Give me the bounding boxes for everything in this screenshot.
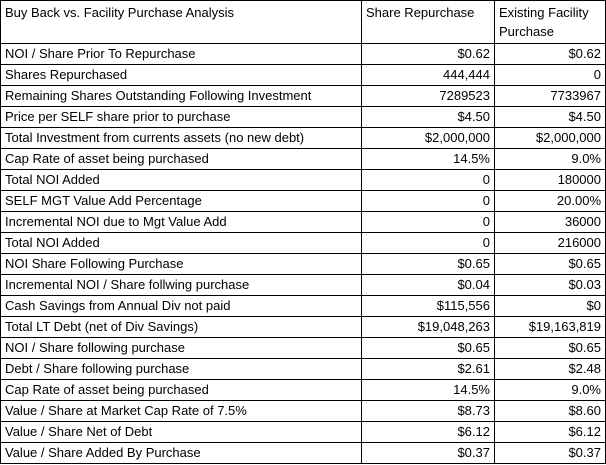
row-label-cell[interactable]: Incremental NOI due to Mgt Value Add xyxy=(0,211,362,233)
facility-purchase-value-cell[interactable]: 180000 xyxy=(494,169,606,191)
table-body: NOI / Share Prior To Repurchase $0.62 $0.6… xyxy=(0,43,606,464)
row-label-cell[interactable]: Debt / Share following purchase xyxy=(0,358,362,380)
facility-purchase-value-cell[interactable]: $0 xyxy=(494,295,606,317)
facility-purchase-value-cell[interactable]: $8.60 xyxy=(494,400,606,422)
table-row: Total NOI Added 0 180000 xyxy=(0,169,606,191)
table-title[interactable]: Buy Back vs. Facility Purchase Analysis xyxy=(0,0,362,44)
share-repurchase-value-cell[interactable]: $0.62 xyxy=(361,43,495,65)
share-repurchase-value-cell[interactable]: 14.5% xyxy=(361,379,495,401)
facility-purchase-value-cell[interactable]: $0.62 xyxy=(494,43,606,65)
share-repurchase-value-cell[interactable]: $6.12 xyxy=(361,421,495,443)
row-label-cell[interactable]: NOI / Share Prior To Repurchase xyxy=(0,43,362,65)
table-row: Value / Share at Market Cap Rate of 7.5%… xyxy=(0,400,606,422)
table-row: NOI / Share following purchase $0.65 $0.65 xyxy=(0,337,606,359)
facility-purchase-value-cell[interactable]: 9.0% xyxy=(494,148,606,170)
table-row: Remaining Shares Outstanding Following I… xyxy=(0,85,606,107)
table-row: Cap Rate of asset being purchased 14.5% 9.… xyxy=(0,379,606,401)
table-row: Shares Repurchased 444,444 0 xyxy=(0,64,606,86)
row-label-cell[interactable]: NOI / Share following purchase xyxy=(0,337,362,359)
table-row: Cash Savings from Annual Div not paid $11… xyxy=(0,295,606,317)
facility-purchase-value-cell[interactable]: $4.50 xyxy=(494,106,606,128)
share-repurchase-value-cell[interactable]: $19,048,263 xyxy=(361,316,495,338)
row-label-cell[interactable]: Value / Share at Market Cap Rate of 7.5% xyxy=(0,400,362,422)
facility-purchase-value-cell[interactable]: 36000 xyxy=(494,211,606,233)
facility-purchase-value-cell[interactable]: $0.03 xyxy=(494,274,606,296)
header-row: Buy Back vs. Facility Purchase Analysis … xyxy=(0,0,606,44)
share-repurchase-value-cell[interactable]: $0.37 xyxy=(361,442,495,464)
facility-purchase-value-cell[interactable]: $6.12 xyxy=(494,421,606,443)
share-repurchase-value-cell[interactable]: 0 xyxy=(361,232,495,254)
facility-purchase-value-cell[interactable]: $2.48 xyxy=(494,358,606,380)
column-header-existing-facility-purchase[interactable]: Existing Facility Purchase xyxy=(494,0,606,44)
row-label-cell[interactable]: Total NOI Added xyxy=(0,232,362,254)
share-repurchase-value-cell[interactable]: $2.61 xyxy=(361,358,495,380)
facility-purchase-value-cell[interactable]: 20.00% xyxy=(494,190,606,212)
share-repurchase-value-cell[interactable]: $0.65 xyxy=(361,253,495,275)
share-repurchase-value-cell[interactable]: 0 xyxy=(361,190,495,212)
column-header-share-repurchase[interactable]: Share Repurchase xyxy=(361,0,495,44)
row-label-cell[interactable]: Cash Savings from Annual Div not paid xyxy=(0,295,362,317)
table-row: NOI / Share Prior To Repurchase $0.62 $0.6… xyxy=(0,43,606,65)
table-row: Incremental NOI / Share follwing purchas… xyxy=(0,274,606,296)
row-label-cell[interactable]: Cap Rate of asset being purchased xyxy=(0,379,362,401)
table-row: Value / Share Added By Purchase $0.37 $0.3… xyxy=(0,442,606,464)
row-label-cell[interactable]: Value / Share Net of Debt xyxy=(0,421,362,443)
table-row: Total LT Debt (net of Div Savings) $19,04… xyxy=(0,316,606,338)
row-label-cell[interactable]: Incremental NOI / Share follwing purchas… xyxy=(0,274,362,296)
row-label-cell[interactable]: NOI Share Following Purchase xyxy=(0,253,362,275)
row-label-cell[interactable]: SELF MGT Value Add Percentage xyxy=(0,190,362,212)
table-row: Total Investment from currents assets (n… xyxy=(0,127,606,149)
row-label-cell[interactable]: Price per SELF share prior to purchase xyxy=(0,106,362,128)
facility-purchase-value-cell[interactable]: 7733967 xyxy=(494,85,606,107)
facility-purchase-value-cell[interactable]: $0.37 xyxy=(494,442,606,464)
table-row: Incremental NOI due to Mgt Value Add 0 360… xyxy=(0,211,606,233)
share-repurchase-value-cell[interactable]: $0.65 xyxy=(361,337,495,359)
facility-purchase-value-cell[interactable]: 9.0% xyxy=(494,379,606,401)
row-label-cell[interactable]: Remaining Shares Outstanding Following I… xyxy=(0,85,362,107)
table-row: Value / Share Net of Debt $6.12 $6.12 xyxy=(0,421,606,443)
share-repurchase-value-cell[interactable]: $4.50 xyxy=(361,106,495,128)
row-label-cell[interactable]: Value / Share Added By Purchase xyxy=(0,442,362,464)
table-row: Total NOI Added 0 216000 xyxy=(0,232,606,254)
share-repurchase-value-cell[interactable]: 444,444 xyxy=(361,64,495,86)
row-label-cell[interactable]: Total LT Debt (net of Div Savings) xyxy=(0,316,362,338)
share-repurchase-value-cell[interactable]: 7289523 xyxy=(361,85,495,107)
facility-purchase-value-cell[interactable]: $0.65 xyxy=(494,253,606,275)
facility-purchase-value-cell[interactable]: 0 xyxy=(494,64,606,86)
row-label-cell[interactable]: Total NOI Added xyxy=(0,169,362,191)
table-row: SELF MGT Value Add Percentage 0 20.00% xyxy=(0,190,606,212)
facility-purchase-value-cell[interactable]: $0.65 xyxy=(494,337,606,359)
facility-purchase-value-cell[interactable]: $19,163,819 xyxy=(494,316,606,338)
share-repurchase-value-cell[interactable]: $115,556 xyxy=(361,295,495,317)
share-repurchase-value-cell[interactable]: $8.73 xyxy=(361,400,495,422)
share-repurchase-value-cell[interactable]: 0 xyxy=(361,169,495,191)
row-label-cell[interactable]: Shares Repurchased xyxy=(0,64,362,86)
facility-purchase-value-cell[interactable]: $2,000,000 xyxy=(494,127,606,149)
row-label-cell[interactable]: Cap Rate of asset being purchased xyxy=(0,148,362,170)
share-repurchase-value-cell[interactable]: 14.5% xyxy=(361,148,495,170)
table-row: Debt / Share following purchase $2.61 $2.4… xyxy=(0,358,606,380)
table-row: Price per SELF share prior to purchase $4… xyxy=(0,106,606,128)
table-row: Cap Rate of asset being purchased 14.5% 9.… xyxy=(0,148,606,170)
share-repurchase-value-cell[interactable]: 0 xyxy=(361,211,495,233)
row-label-cell[interactable]: Total Investment from currents assets (n… xyxy=(0,127,362,149)
share-repurchase-value-cell[interactable]: $0.04 xyxy=(361,274,495,296)
facility-purchase-value-cell[interactable]: 216000 xyxy=(494,232,606,254)
table-row: NOI Share Following Purchase $0.65 $0.65 xyxy=(0,253,606,275)
share-repurchase-value-cell[interactable]: $2,000,000 xyxy=(361,127,495,149)
